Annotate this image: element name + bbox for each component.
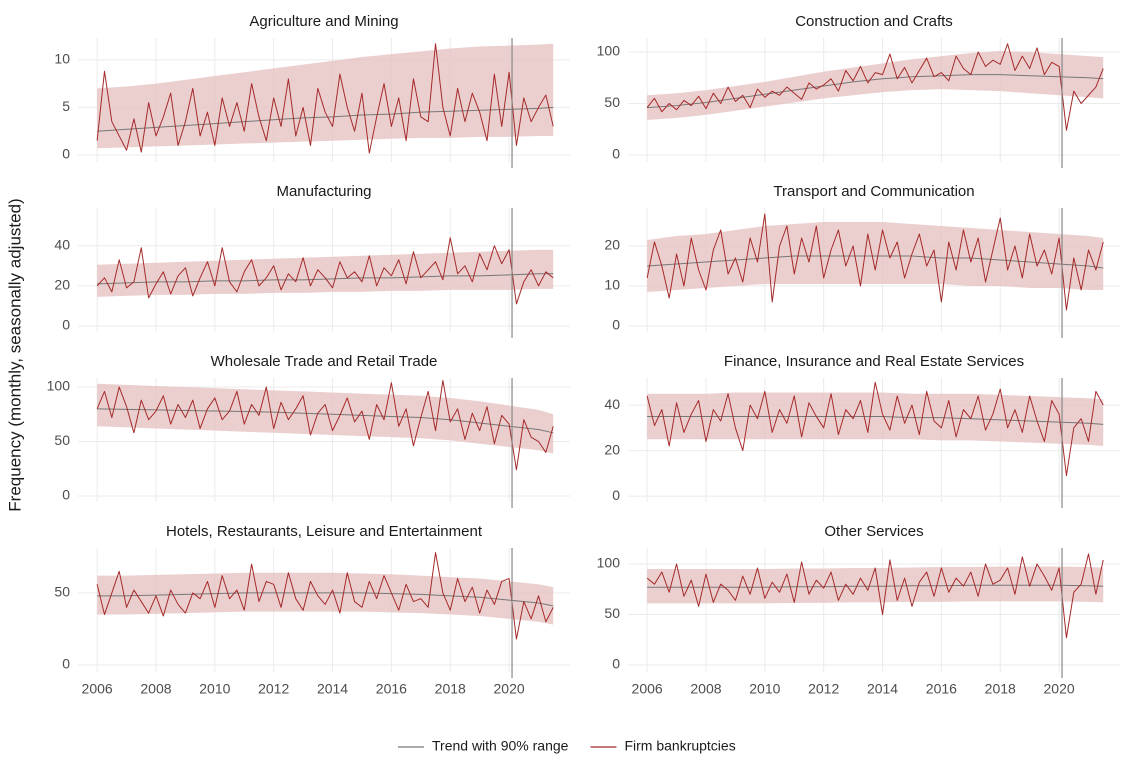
x-tick-label: 2016 (926, 681, 957, 697)
bankruptcy-line (646, 213, 1104, 311)
trend-band (647, 50, 1104, 120)
trend-band (97, 43, 554, 149)
y-tick-label: 0 (612, 146, 620, 162)
x-tick-label: 2014 (317, 681, 348, 697)
trend-band (97, 383, 554, 454)
bankruptcy-line (96, 552, 554, 640)
legend-label: Trend with 90% range (432, 738, 569, 754)
y-tick-label: 0 (62, 487, 70, 503)
y-tick-label: 0 (62, 146, 70, 162)
y-tick-label: 0 (612, 317, 620, 333)
y-tick-label: 50 (54, 584, 70, 600)
facet-title: Agriculture and Mining (249, 13, 398, 30)
bankruptcy-line (96, 43, 554, 154)
y-tick-label: 100 (47, 378, 71, 394)
y-tick-label: 20 (54, 277, 70, 293)
x-tick-label: 2018 (435, 681, 466, 697)
x-tick-label: 2012 (258, 681, 289, 697)
y-tick-label: 20 (604, 237, 620, 253)
x-tick-label: 2012 (808, 681, 839, 697)
y-tick-label: 0 (612, 487, 620, 503)
facet-title: Hotels, Restaurants, Leisure and Enterta… (166, 523, 483, 540)
facet-title: Wholesale Trade and Retail Trade (211, 353, 438, 370)
facet-title: Manufacturing (276, 183, 371, 200)
trend-band (647, 566, 1104, 604)
bankruptcy-line (646, 381, 1104, 477)
x-tick-label: 2008 (140, 681, 171, 697)
trend-line (647, 74, 1104, 109)
trend-band (97, 249, 554, 297)
x-tick-label: 2020 (494, 681, 525, 697)
x-tick-label: 2010 (749, 681, 780, 697)
trend-line (647, 415, 1104, 425)
x-tick-label: 2020 (1044, 681, 1075, 697)
bankruptcy-line (96, 237, 554, 305)
x-tick-label: 2014 (867, 681, 898, 697)
x-tick-label: 2006 (82, 681, 113, 697)
y-tick-label: 10 (54, 51, 70, 67)
y-tick-label: 0 (612, 656, 620, 672)
y-tick-label: 100 (597, 43, 621, 59)
legend-label: Firm bankruptcies (624, 738, 735, 754)
y-tick-label: 20 (604, 441, 620, 457)
y-tick-label: 10 (604, 277, 620, 293)
bankruptcy-line (646, 43, 1104, 131)
x-tick-label: 2016 (376, 681, 407, 697)
y-axis-label: Frequency (monthly, seasonally adjusted) (5, 198, 24, 511)
y-tick-label: 100 (597, 555, 621, 571)
x-tick-label: 2018 (985, 681, 1016, 697)
y-tick-label: 40 (54, 236, 70, 252)
y-tick-label: 5 (62, 98, 70, 114)
trend-line (647, 584, 1104, 588)
bankruptcy-line (646, 553, 1104, 639)
y-tick-label: 50 (604, 94, 620, 110)
facet-title: Other Services (824, 523, 923, 540)
trend-line (97, 592, 554, 607)
facet-title: Transport and Communication (773, 183, 974, 200)
facet-title: Construction and Crafts (795, 13, 953, 30)
y-tick-label: 50 (54, 432, 70, 448)
y-tick-label: 0 (62, 317, 70, 333)
facet-title: Finance, Insurance and Real Estate Servi… (724, 353, 1024, 370)
bankruptcy-line (96, 380, 554, 471)
y-tick-label: 0 (62, 656, 70, 672)
x-tick-label: 2010 (199, 681, 230, 697)
x-tick-label: 2008 (690, 681, 721, 697)
trend-band (97, 572, 554, 625)
y-tick-label: 50 (604, 605, 620, 621)
x-tick-label: 2006 (632, 681, 663, 697)
trend-band (647, 392, 1104, 447)
y-tick-label: 40 (604, 396, 620, 412)
